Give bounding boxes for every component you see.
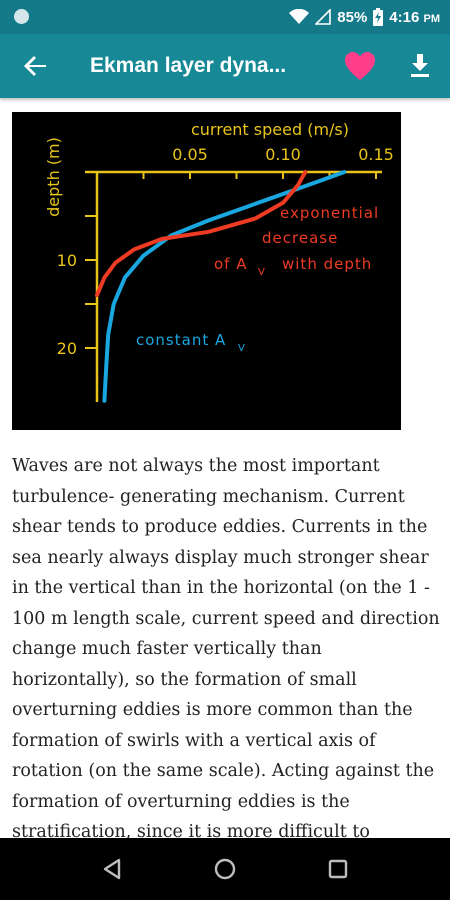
- x-axis-title: current speed (m/s): [191, 120, 349, 139]
- annotation-subscript-v: V: [258, 267, 265, 278]
- series-line-constant-av: [102, 170, 347, 403]
- battery-charging-icon: [373, 8, 384, 26]
- status-bar: 85% 4:16 PM: [0, 0, 450, 34]
- favorite-button[interactable]: [344, 52, 376, 82]
- annotation-decrease: decrease: [262, 229, 338, 247]
- back-button[interactable]: [20, 50, 52, 82]
- download-button[interactable]: [404, 50, 436, 82]
- nav-back-triangle-icon: [103, 858, 121, 880]
- nav-home-button[interactable]: [209, 853, 241, 885]
- clock-ampm: PM: [423, 12, 441, 25]
- heart-icon: [345, 52, 375, 80]
- nav-back-button[interactable]: [97, 853, 129, 885]
- x-tick-label: 0.10: [265, 145, 301, 164]
- nav-home-circle-icon: [214, 858, 236, 880]
- cell-signal-icon: [315, 9, 332, 25]
- ekman-profile-figure: 0.05 0.10 0.15 10 20 current speed (m/s) depth…: [12, 112, 401, 430]
- system-nav-bar: [0, 838, 450, 900]
- clock-time: 4:16: [389, 8, 420, 26]
- nav-recents-button[interactable]: [322, 853, 354, 885]
- x-tick-label: 0.15: [358, 145, 394, 164]
- battery-percent: 85%: [337, 8, 368, 26]
- download-icon: [411, 54, 429, 77]
- series-line-exponential-av: [95, 170, 308, 298]
- clock: 4:16 PM: [389, 9, 440, 26]
- annotation-subscript-v-blue: V: [238, 343, 245, 354]
- arrow-back-icon: [24, 56, 46, 76]
- annotation-with-depth: with depth: [282, 255, 372, 273]
- nav-recents-square-icon: [328, 859, 348, 879]
- annotation-of-a: of A: [214, 255, 248, 273]
- app-bar: Ekman layer dyna...: [0, 34, 450, 98]
- annotation-exponential: exponential: [280, 204, 379, 222]
- annotation-constant-a: constant A: [136, 331, 226, 349]
- chart-labels: 0.05 0.10 0.15 10 20 current speed (m/s) depth…: [44, 120, 394, 358]
- y-tick-label: 10: [57, 251, 77, 270]
- chart-axes: [85, 170, 382, 402]
- x-tick-label: 0.05: [172, 145, 208, 164]
- article-text: Waves are not always the most important …: [12, 456, 440, 842]
- ekman-profile-chart: 0.05 0.10 0.15 10 20 current speed (m/s) depth…: [44, 120, 394, 403]
- wifi-icon: [289, 9, 310, 24]
- y-axis-title: depth (m): [44, 137, 63, 217]
- page-title: Ekman layer dyna...: [90, 54, 287, 77]
- notification-dot-icon: [14, 9, 29, 24]
- status-indicators: 85% 4:16 PM: [289, 0, 440, 34]
- y-tick-label: 20: [57, 339, 77, 358]
- chart-series: [95, 170, 347, 403]
